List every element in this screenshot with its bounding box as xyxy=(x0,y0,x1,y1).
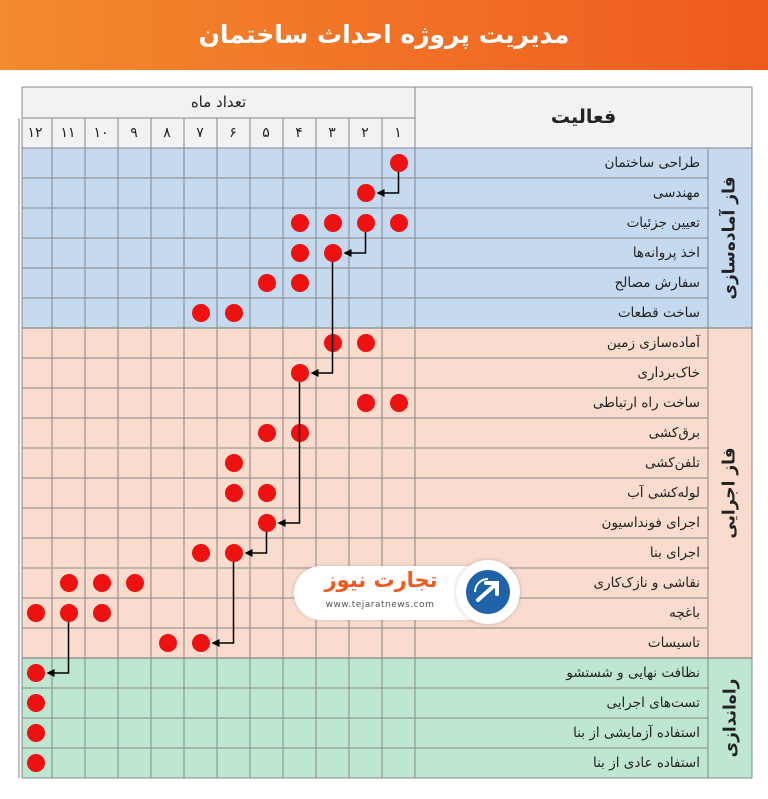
month-number-9: ۹ xyxy=(130,125,138,141)
activity-dot xyxy=(323,334,342,352)
month-number-10: ۱۰ xyxy=(93,125,109,141)
page-title: مدیریت پروژه احداث ساختمان xyxy=(198,20,570,49)
activity-dot xyxy=(26,754,45,772)
activity-dot xyxy=(389,154,408,172)
activity-dot xyxy=(257,274,276,292)
activity-dot xyxy=(290,244,309,262)
activity-dot xyxy=(26,604,45,622)
activity-dot xyxy=(290,214,309,232)
activity-label: مهندسی xyxy=(652,185,700,201)
activity-label: اجرای فونداسیون xyxy=(601,515,700,531)
activity-dot xyxy=(191,634,210,652)
activity-label: ساخت راه ارتباطی xyxy=(592,395,700,411)
phase-name: فاز اجرایی xyxy=(720,447,741,539)
activity-label: تلفن‌کشی xyxy=(644,455,700,471)
month-number-2: ۲ xyxy=(361,125,369,141)
phase-label-2: راه‌اندازی xyxy=(708,658,752,778)
activity-dot xyxy=(191,544,210,562)
month-number-12: ۱۲ xyxy=(27,125,43,141)
activity-label: اخذ پروانه‌ها xyxy=(632,245,700,261)
activity-label: نظافت نهایی و شستشو xyxy=(566,665,700,681)
activity-label: سفارش مصالح xyxy=(614,275,700,291)
activity-dot xyxy=(158,634,177,652)
month-number-7: ۷ xyxy=(196,125,204,141)
activity-label: طراحی ساختمان xyxy=(604,155,700,171)
activity-dot xyxy=(323,214,342,232)
logo-emblem-icon xyxy=(466,570,510,614)
month-number-3: ۳ xyxy=(328,125,336,141)
activity-label: استفاده آزمایشی از بنا xyxy=(573,725,700,741)
activity-label: لوله‌کشی آب xyxy=(627,485,700,501)
activity-dot xyxy=(224,304,243,322)
activity-label: استفاده عادی از بنا xyxy=(593,755,700,771)
watermark-logo: تجارت نیوز www.tejaratnews.com xyxy=(294,560,522,626)
activity-label: باغچه xyxy=(669,605,700,621)
months-header: تعداد ماه xyxy=(190,93,247,111)
activity-dot xyxy=(224,544,243,562)
activity-label: آماده‌سازی زمین xyxy=(606,335,700,351)
activity-dot xyxy=(323,244,342,262)
month-number-6: ۶ xyxy=(229,125,237,141)
activity-dot xyxy=(356,214,375,232)
activity-label: اجرای بنا xyxy=(649,545,700,561)
activity-header: فعالیت xyxy=(550,106,617,128)
activity-dot xyxy=(290,274,309,292)
phase-label-0: فاز آماده‌سازی xyxy=(708,148,752,328)
phase-name: راه‌اندازی xyxy=(720,678,740,758)
activity-dot xyxy=(92,574,111,592)
month-number-1: ۱ xyxy=(394,125,402,141)
logo-name: تجارت نیوز xyxy=(324,568,438,592)
activity-label: تعیین جزئیات xyxy=(626,215,700,231)
activity-dot xyxy=(257,484,276,502)
activity-dot xyxy=(125,574,144,592)
activity-dot xyxy=(59,604,78,622)
header-bar xyxy=(0,0,768,70)
activity-dot xyxy=(389,214,408,232)
phase-label-1: فاز اجرایی xyxy=(708,328,752,658)
phase-name: فاز آماده‌سازی xyxy=(720,176,740,300)
activity-dot xyxy=(290,424,309,442)
month-number-4: ۴ xyxy=(295,125,303,141)
activity-dot xyxy=(191,304,210,322)
month-number-5: ۵ xyxy=(262,125,270,141)
activity-dot xyxy=(257,424,276,442)
activity-dot xyxy=(356,334,375,352)
activity-dot xyxy=(389,394,408,412)
activity-label: نقاشی و نازک‌کاری xyxy=(593,575,700,591)
month-number-11: ۱۱ xyxy=(60,125,76,141)
activity-dot xyxy=(224,484,243,502)
activity-dot xyxy=(59,574,78,592)
month-number-8: ۸ xyxy=(163,125,171,141)
activity-label: تاسیسات xyxy=(647,635,700,651)
activity-dot xyxy=(290,364,309,382)
activity-dot xyxy=(92,604,111,622)
activity-dot xyxy=(26,694,45,712)
activity-dot xyxy=(26,664,45,682)
activity-label: برق‌کشی xyxy=(648,425,700,441)
activity-dot xyxy=(257,514,276,532)
activity-label: ساخت قطعات xyxy=(617,305,700,321)
activity-dot xyxy=(224,454,243,472)
activity-label: خاک‌برداری xyxy=(637,365,700,381)
activity-label: تست‌های اجرایی xyxy=(606,695,700,711)
logo-url: www.tejaratnews.com xyxy=(325,600,435,610)
activity-dot xyxy=(356,184,375,202)
activity-dot xyxy=(356,394,375,412)
activity-dot xyxy=(26,724,45,742)
